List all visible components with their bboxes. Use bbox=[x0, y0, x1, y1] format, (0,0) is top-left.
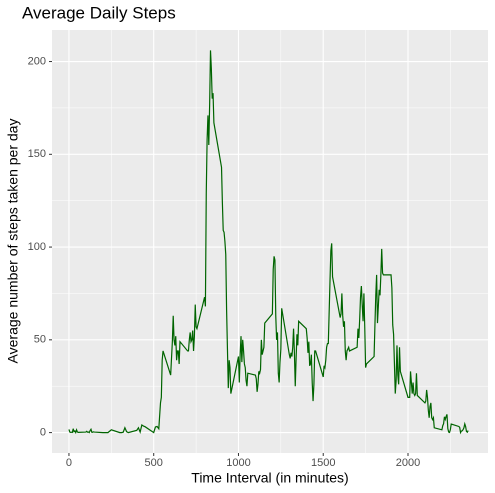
x-tick-label: 1000 bbox=[226, 457, 250, 469]
x-tick-label: 2000 bbox=[396, 457, 420, 469]
y-tick-label: 150 bbox=[28, 148, 46, 160]
y-tick-label: 0 bbox=[40, 426, 46, 438]
y-tick-label: 200 bbox=[28, 55, 46, 67]
y-axis-label: Average number of steps taken per day bbox=[5, 119, 21, 364]
x-tick-label: 500 bbox=[145, 457, 163, 469]
data-line bbox=[68, 50, 469, 435]
plot-panel bbox=[52, 30, 488, 453]
y-tick-label: 100 bbox=[28, 241, 46, 253]
x-tick-label: 0 bbox=[66, 457, 72, 469]
y-tick-label: 50 bbox=[34, 334, 46, 346]
chart-title: Average Daily Steps bbox=[22, 3, 176, 22]
x-tick-label: 1500 bbox=[311, 457, 335, 469]
x-axis-label: Time Interval (in minutes) bbox=[191, 470, 348, 486]
